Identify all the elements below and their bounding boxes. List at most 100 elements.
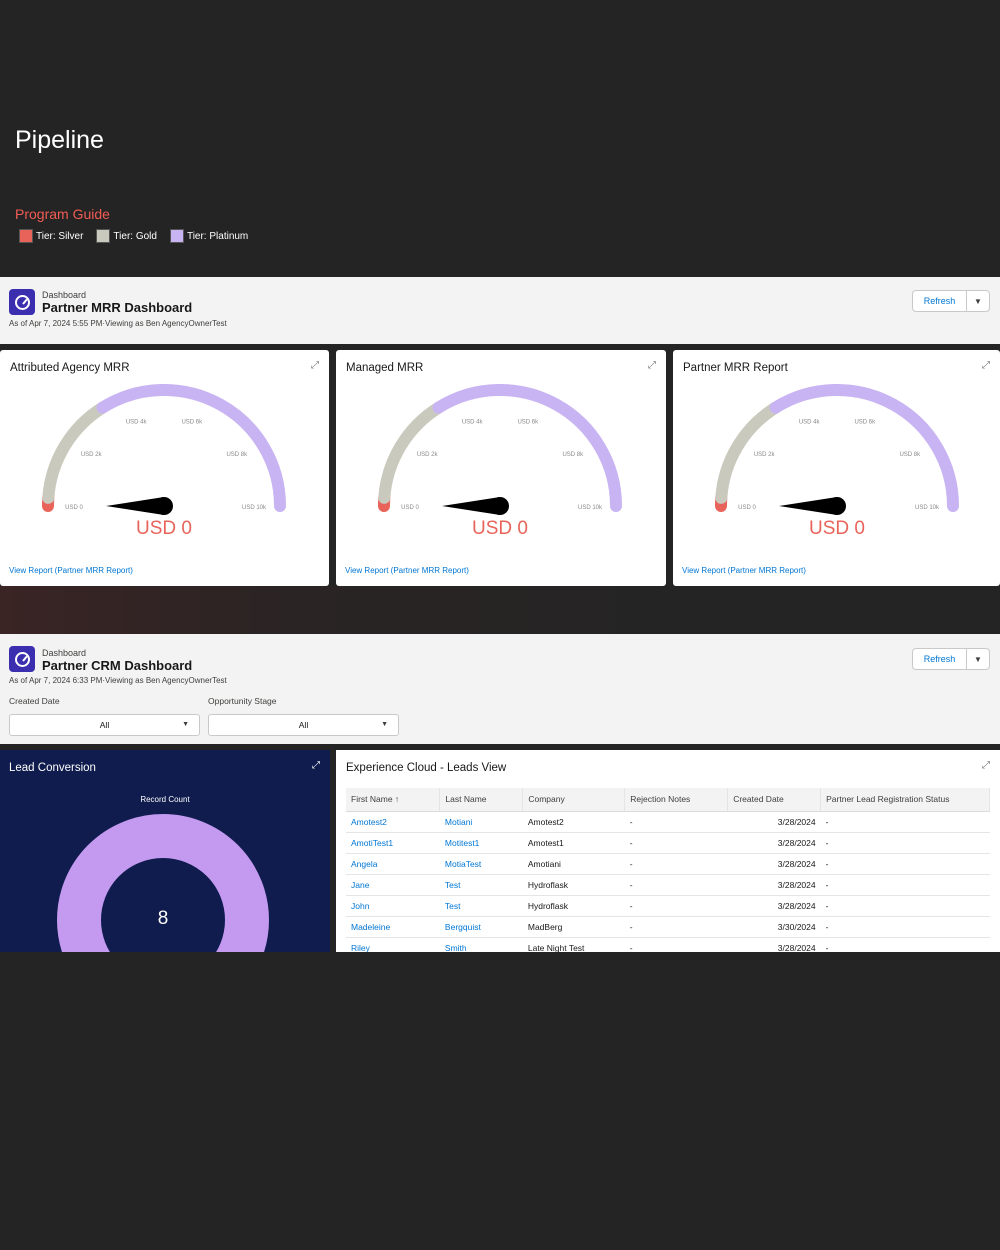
gauge-tick-label: USD 4k <box>799 419 821 425</box>
gauge-band-gold <box>715 401 782 504</box>
table-cell: Amotest1 <box>522 832 625 854</box>
gauge-needle-hub <box>828 497 846 515</box>
view-report-link[interactable]: View Report (Partner MRR Report) <box>682 566 806 575</box>
gauge-needle-hub <box>155 497 173 515</box>
legend-label: Tier: Gold <box>113 230 157 242</box>
filter-label-opportunity-stage: Opportunity Stage <box>208 696 277 706</box>
expand-icon[interactable]: ⤢ <box>982 760 990 771</box>
table-cell: Amotiani <box>522 853 625 875</box>
gauge-value: USD 0 <box>136 518 192 539</box>
card-title: Attributed Agency MRR <box>10 362 130 374</box>
table-cell: - <box>820 895 990 917</box>
table-cell: - <box>624 916 728 938</box>
table-row[interactable]: Jane Test Hydroflask -3/28/2024- <box>346 874 990 896</box>
legend-item-gold: Tier: Gold <box>96 229 157 243</box>
opportunity-stage-filter[interactable]: All ▼ <box>208 714 399 736</box>
gauge-tick-label: USD 8k <box>562 452 584 458</box>
column-header[interactable]: Created Date <box>727 788 822 812</box>
table-cell: - <box>820 811 990 833</box>
chevron-down-icon: ▼ <box>381 721 388 728</box>
gauge-chart: USD 0 USD 2k USD 4k USD 6k USD 8k USD 10k USD … <box>715 384 959 539</box>
table-cell-link[interactable]: Jane <box>346 874 440 896</box>
expand-icon[interactable]: ⤢ <box>648 360 656 371</box>
table-cell-link[interactable]: Test <box>439 895 523 917</box>
table-cell-link[interactable]: Angela <box>346 853 440 875</box>
gauge-tick-label: USD 0 <box>738 505 756 511</box>
table-cell: - <box>624 853 728 875</box>
table-cell-link[interactable]: Madeleine <box>346 916 440 938</box>
chevron-down-icon[interactable]: ▼ <box>974 654 982 664</box>
chevron-down-icon[interactable]: ▼ <box>974 296 982 306</box>
gauge-tick-label: USD 2k <box>81 452 103 458</box>
table-cell: MadBerg <box>522 916 625 938</box>
table-cell: 3/28/2024 <box>727 853 821 875</box>
view-report-link[interactable]: View Report (Partner MRR Report) <box>345 566 469 575</box>
table-cell-link[interactable]: Smith <box>439 937 523 952</box>
table-cell: 3/28/2024 <box>727 811 821 833</box>
table-header-row: First Name ↑ Last Name Company Rejection No… <box>346 788 990 812</box>
table-cell: - <box>624 832 728 854</box>
page-title: Pipeline <box>15 126 104 154</box>
table-cell-link[interactable]: AmotiTest1 <box>346 832 440 854</box>
table-row[interactable]: John Test Hydroflask -3/28/2024- <box>346 895 990 917</box>
gauge-needle <box>779 497 837 515</box>
gauge-tick-label: USD 10k <box>915 505 940 511</box>
gauge-needle-hub <box>491 497 509 515</box>
view-report-link[interactable]: View Report (Partner MRR Report) <box>9 566 133 575</box>
gauge-band-platinum <box>432 384 622 512</box>
gauge-tick-label: USD 8k <box>226 452 248 458</box>
background-strip <box>0 586 1000 634</box>
dashboard-title: Partner CRM Dashboard <box>42 658 193 673</box>
gauge-value: USD 0 <box>809 518 865 539</box>
table-row[interactable]: Angela MotiaTest Amotiani -3/28/2024- <box>346 853 990 875</box>
table-cell: 3/30/2024 <box>727 916 821 938</box>
table-cell-link[interactable]: Bergquist <box>439 916 523 938</box>
table-cell: - <box>820 853 990 875</box>
table-cell-link[interactable]: Test <box>439 874 523 896</box>
dashboard-icon <box>9 646 35 672</box>
program-guide-heading: Program Guide <box>15 206 110 222</box>
table-cell-link[interactable]: Motitest1 <box>439 832 523 854</box>
dashboard-subtitle: As of Apr 7, 2024 5:55 PM·Viewing as Ben… <box>9 319 227 328</box>
gauge-tick-label: USD 4k <box>126 419 148 425</box>
table-cell-link[interactable]: Riley <box>346 937 440 952</box>
donut-ring[interactable] <box>57 814 269 952</box>
crm-dashboard-header: Dashboard Partner CRM Dashboard As of Ap… <box>0 634 1000 744</box>
leads-view-card: Experience Cloud - Leads View ⤢ First Na… <box>336 750 1000 952</box>
gauge-tick-label: USD 6k <box>181 419 203 425</box>
table-row[interactable]: AmotiTest1 Motitest1 Amotest1-3/28/2024- <box>346 832 990 854</box>
expand-icon[interactable]: ⤢ <box>312 760 320 771</box>
refresh-button[interactable]: Refresh <box>913 291 967 311</box>
table-row[interactable]: Madeleine Bergquist MadBerg -3/30/2024- <box>346 916 990 938</box>
refresh-button[interactable]: Refresh <box>913 649 967 669</box>
column-header[interactable]: Company <box>522 788 626 812</box>
gauge-band-platinum <box>96 384 286 512</box>
column-header[interactable]: Partner Lead Registration Status <box>820 788 990 812</box>
table-cell: - <box>624 895 728 917</box>
column-header[interactable]: Rejection Notes <box>624 788 729 812</box>
table-cell: - <box>820 916 990 938</box>
table-row[interactable]: Amotest2 Motiani Amotest2-3/28/2024- <box>346 811 990 833</box>
table-cell: - <box>820 874 990 896</box>
gauge-tick-label: USD 4k <box>462 419 484 425</box>
created-date-filter[interactable]: All ▼ <box>9 714 200 736</box>
table-cell-link[interactable]: Motiani <box>439 811 523 833</box>
table-cell-link[interactable]: John <box>346 895 440 917</box>
expand-icon[interactable]: ⤢ <box>311 360 319 371</box>
dashboard-kicker: Dashboard <box>42 290 87 300</box>
table-cell: - <box>624 874 728 896</box>
card-title: Partner MRR Report <box>683 362 788 374</box>
expand-icon[interactable]: ⤢ <box>982 360 990 371</box>
chart-subtitle: Record Count <box>140 795 190 804</box>
gauge-chart: USD 0 USD 2k USD 4k USD 6k USD 8k USD 10k USD … <box>378 384 622 539</box>
gauge-band-gold <box>378 401 445 504</box>
table-cell-link[interactable]: Amotest2 <box>346 811 440 833</box>
card-title: Experience Cloud - Leads View <box>346 762 507 774</box>
column-header[interactable]: Last Name <box>439 788 524 812</box>
filter-label-created-date: Created Date <box>9 696 60 706</box>
table-cell: Amotest2 <box>522 811 625 833</box>
gauge-tick-label: USD 10k <box>578 505 603 511</box>
table-cell-link[interactable]: MotiaTest <box>439 853 523 875</box>
table-row[interactable]: Riley Smith Late Night Test -3/28/2024- <box>346 937 990 952</box>
column-header[interactable]: First Name ↑ <box>346 788 441 812</box>
